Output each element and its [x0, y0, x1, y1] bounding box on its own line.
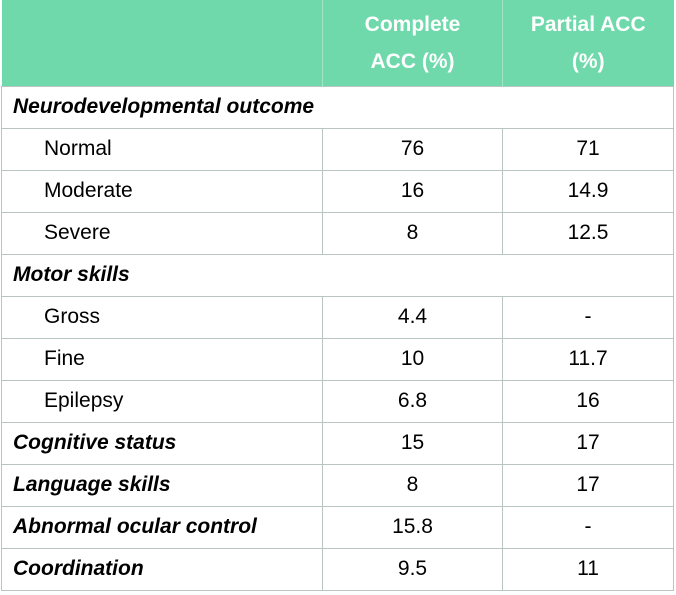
- cell-complete-severe: 8: [322, 211, 503, 255]
- header-partial-line2: (%): [571, 49, 605, 73]
- cell-partial-language-skills: 17: [502, 463, 674, 507]
- row-label-moderate: Moderate: [1, 169, 323, 213]
- row-label-language-skills: Language skills: [1, 463, 323, 507]
- cell-partial-normal: 71: [502, 127, 674, 171]
- cell-complete-epilepsy: 6.8: [322, 379, 503, 423]
- header-complete-line2: ACC (%): [370, 49, 455, 73]
- cell-partial-abnormal-ocular-control: -: [502, 505, 674, 549]
- table-row: Normal 76 71: [1, 127, 674, 171]
- cell-partial-epilepsy: 16: [502, 379, 674, 423]
- table-row: Cognitive status 15 17: [1, 421, 674, 465]
- cell-complete-normal: 76: [322, 127, 503, 171]
- table-row: Gross 4.4 -: [1, 295, 674, 339]
- row-label-abnormal-ocular-control: Abnormal ocular control: [1, 505, 323, 549]
- cell-partial-cognitive-status: 17: [502, 421, 674, 465]
- header-blank-cell: [2, 0, 323, 86]
- header-complete-acc: Complete ACC (%): [322, 0, 503, 86]
- table-row: Severe 8 12.5: [1, 211, 674, 255]
- row-label-severe: Severe: [1, 211, 323, 255]
- cell-partial-moderate: 14.9: [502, 169, 674, 213]
- table-row: Moderate 16 14.9: [1, 169, 674, 213]
- cell-complete-cognitive-status: 15: [322, 421, 503, 465]
- row-label-normal: Normal: [1, 127, 323, 171]
- table-row: Epilepsy 6.8 16: [1, 379, 674, 423]
- header-complete-line1: Complete: [364, 12, 461, 36]
- cell-complete-moderate: 16: [322, 169, 503, 213]
- table-body: Neurodevelopmental outcome Normal 76 71 …: [1, 85, 674, 591]
- row-label-gross: Gross: [1, 295, 323, 339]
- header-row: Complete ACC (%) Partial ACC (%): [1, 0, 674, 86]
- table-row: Coordination 9.5 11: [1, 547, 674, 591]
- table-row: Abnormal ocular control 15.8 -: [1, 505, 674, 549]
- category-neurodevelopmental-outcome: Neurodevelopmental outcome: [1, 85, 674, 129]
- row-label-cognitive-status: Cognitive status: [1, 421, 323, 465]
- cell-complete-language-skills: 8: [322, 463, 503, 507]
- cell-partial-fine: 11.7: [502, 337, 674, 381]
- cell-partial-gross: -: [502, 295, 674, 339]
- table-row-category: Neurodevelopmental outcome: [1, 85, 674, 129]
- header-partial-line1: Partial ACC: [530, 12, 646, 36]
- cell-partial-severe: 12.5: [502, 211, 674, 255]
- header-partial-acc: Partial ACC (%): [502, 0, 674, 86]
- table-row: Language skills 8 17: [1, 463, 674, 507]
- cell-complete-fine: 10: [322, 337, 503, 381]
- row-label-coordination: Coordination: [1, 547, 323, 591]
- table-row: Fine 10 11.7: [1, 337, 674, 381]
- row-label-epilepsy: Epilepsy: [1, 379, 323, 423]
- cell-complete-gross: 4.4: [322, 295, 503, 339]
- cell-partial-coordination: 11: [502, 547, 674, 591]
- table-header: Complete ACC (%) Partial ACC (%): [1, 0, 674, 86]
- cell-complete-coordination: 9.5: [322, 547, 503, 591]
- table-row-category: Motor skills: [1, 253, 674, 297]
- row-label-fine: Fine: [1, 337, 323, 381]
- category-motor-skills: Motor skills: [1, 253, 674, 297]
- cell-complete-abnormal-ocular-control: 15.8: [322, 505, 503, 549]
